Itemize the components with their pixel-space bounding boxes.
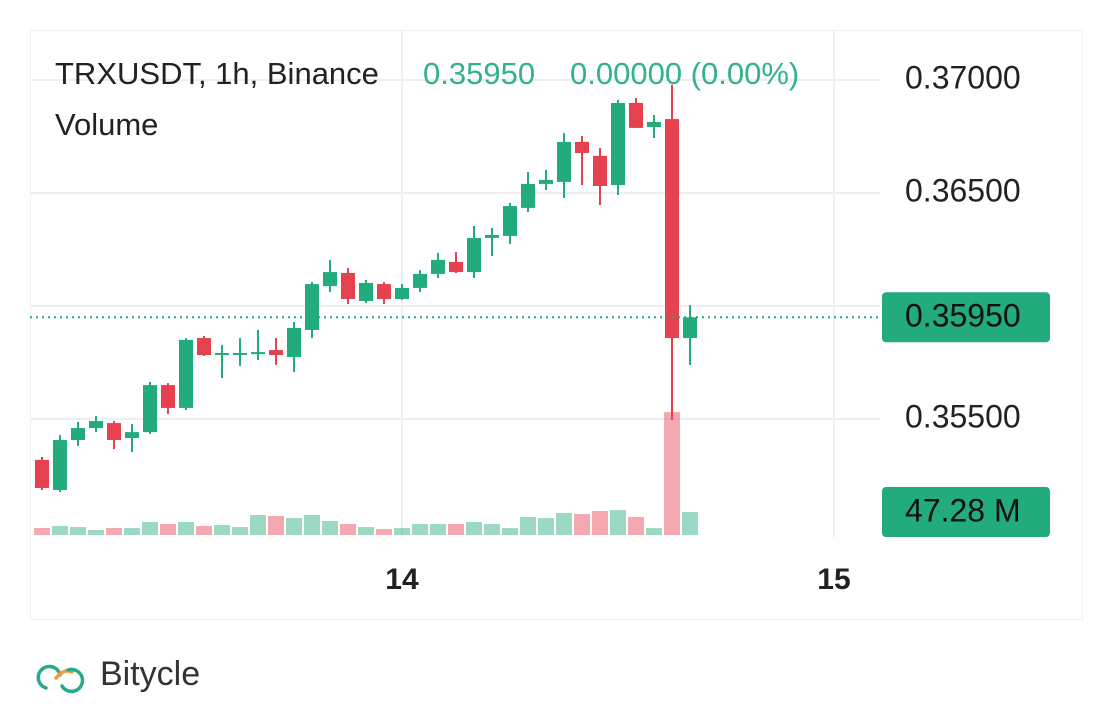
volume-bar [483,524,500,535]
volume-bar [285,518,302,535]
volume-bar [267,516,284,535]
candle-body [448,261,463,273]
volume-bar [321,520,338,535]
volume-bar [159,524,176,535]
candle-body [106,423,121,441]
candle-body [70,428,85,441]
candle-body [610,103,625,186]
volume-bar [555,513,572,535]
x-tick-label: 15 [817,563,850,596]
candle-body [359,282,374,302]
volume-bar [537,518,554,535]
volume-bar [466,522,483,535]
header-price: 0.35950 [423,56,535,91]
brand-name: Bitycle [100,655,200,693]
candle-body [286,327,301,358]
candle-body [484,235,499,238]
candle-body [467,237,482,273]
volume-bar [339,524,356,535]
candle-body [629,103,644,128]
volume-bar [69,527,86,535]
candle-body [575,141,590,153]
volume-bar [663,412,680,535]
candle-body [178,339,193,408]
volume-bar [591,511,608,535]
candle-body [124,432,139,438]
volume-bar [88,530,105,535]
volume-bar [105,528,122,535]
volume-bar [609,510,626,535]
candle-body [502,206,517,236]
chart-frame [30,30,1083,620]
candle-body [52,440,67,490]
volume-bar [628,517,645,535]
candle-body [683,317,698,339]
brand-logo [36,664,85,694]
volume-bar [682,512,699,535]
volume-bar [123,528,140,535]
candle-body [394,287,409,299]
volume-bar [375,529,392,535]
candle-body [214,353,229,356]
volume-bar [520,517,537,535]
volume-bar [142,522,159,535]
candle-body [322,272,337,287]
candle-body [592,155,607,186]
volume-bar [51,526,68,535]
volume-bar [231,527,248,535]
y-tick-label: 0.36500 [905,172,1021,208]
candle-body [430,259,445,274]
candle-body [521,183,536,208]
y-tick-label: 0.37000 [905,59,1021,95]
volume-bar [250,515,267,535]
volume-bar [393,528,410,535]
volume-bar [412,524,429,535]
candle-body [35,459,50,488]
candle-body [556,141,571,182]
symbol-title: TRXUSDT, 1h, Binance [55,56,379,91]
y-tick-label: 0.35500 [905,398,1021,434]
candle-body [251,352,266,355]
last-price-label: 0.35950 [905,298,1021,334]
volume-bar [501,528,518,535]
volume-bar [447,524,464,535]
last-price-badge [882,292,1050,343]
volume-bar [34,528,51,535]
candle-body [197,338,212,356]
candle-body [89,421,104,429]
candle-body [160,385,175,408]
candle-body [268,350,283,356]
x-tick-label: 14 [385,563,419,596]
candle-body [538,179,553,184]
volume-bar [304,515,321,535]
candle-body [232,353,247,356]
candle-body [143,385,158,433]
volume-title: Volume [55,107,158,142]
candle-body [646,121,661,127]
volume-bar [358,527,375,535]
volume-bar [213,525,230,535]
candle-body [340,272,355,299]
candle-body [664,119,679,339]
candle-body [376,284,391,299]
volume-label: 47.28 M [905,492,1021,528]
candle-body [305,284,320,330]
header-change: 0.00000 (0.00%) [570,56,799,91]
volume-badge [882,487,1050,538]
volume-bar [196,526,213,535]
volume-bar [177,522,194,535]
candle-body [413,273,428,288]
volume-bar [429,524,446,535]
volume-bar [574,514,591,535]
volume-bar [645,528,662,535]
